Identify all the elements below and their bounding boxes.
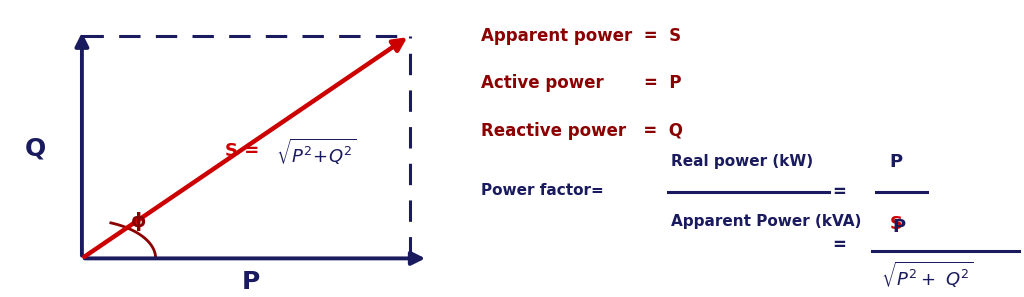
Text: Apparent Power (kVA): Apparent Power (kVA) xyxy=(671,214,861,229)
Text: S: S xyxy=(890,215,902,233)
Text: P: P xyxy=(890,153,902,171)
Text: Q: Q xyxy=(26,137,46,160)
Text: $\sqrt{P^2+\ Q^2}$: $\sqrt{P^2+\ Q^2}$ xyxy=(881,260,973,290)
Text: P: P xyxy=(893,218,905,236)
Text: S =: S = xyxy=(225,143,266,160)
Text: Power factor=: Power factor= xyxy=(481,183,604,198)
Text: ϕ: ϕ xyxy=(130,212,146,231)
Text: Reactive power   =  Q: Reactive power = Q xyxy=(481,122,683,140)
Text: Active power       =  P: Active power = P xyxy=(481,74,682,92)
Text: Real power (kW): Real power (kW) xyxy=(671,154,813,169)
Text: Apparent power  =  S: Apparent power = S xyxy=(481,27,681,45)
Text: =: = xyxy=(833,183,847,200)
Text: =: = xyxy=(833,236,847,254)
Text: P: P xyxy=(242,270,260,294)
Text: $\sqrt{P^2\!+\!Q^2}$: $\sqrt{P^2\!+\!Q^2}$ xyxy=(276,136,357,167)
